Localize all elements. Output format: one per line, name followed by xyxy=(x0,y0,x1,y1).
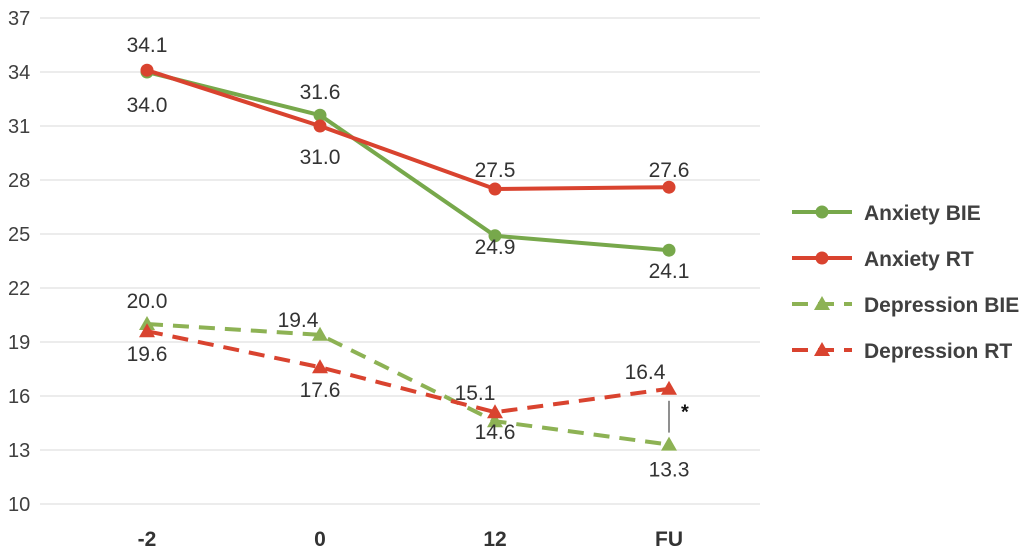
legend-label: Depression BIE xyxy=(864,294,1019,317)
y-tick-label: 31 xyxy=(8,116,30,138)
data-point xyxy=(661,380,677,395)
data-label: 31.6 xyxy=(300,81,341,104)
series-depression-rt xyxy=(139,323,677,419)
gridlines xyxy=(40,17,760,505)
legend-label: Anxiety RT xyxy=(864,248,974,271)
data-point xyxy=(662,243,676,257)
data-point xyxy=(487,413,503,428)
data-label: 27.5 xyxy=(475,159,516,182)
data-point xyxy=(140,63,154,77)
legend-marker xyxy=(815,205,829,219)
data-point xyxy=(139,316,155,330)
data-label: 17.6 xyxy=(300,379,341,402)
legend-item: Anxiety BIE xyxy=(792,202,981,225)
legend-item: Anxiety RT xyxy=(792,248,974,271)
data-label: 34.1 xyxy=(127,34,168,57)
data-point xyxy=(312,326,328,341)
legend-marker xyxy=(815,251,829,265)
data-label: 15.1 xyxy=(455,382,496,405)
significance-label: * xyxy=(681,402,689,424)
x-tick-label: 0 xyxy=(314,528,326,551)
legend-item: Depression RT xyxy=(792,340,1012,363)
data-point xyxy=(312,359,328,374)
series-line xyxy=(146,70,670,253)
data-label: 31.0 xyxy=(300,146,341,169)
data-point xyxy=(661,436,677,451)
data-point xyxy=(488,182,502,196)
x-tick-label: 12 xyxy=(483,528,506,551)
data-point xyxy=(313,108,327,122)
data-label: 19.6 xyxy=(127,343,168,366)
series-line xyxy=(146,322,670,447)
legend: Anxiety BIE Anxiety RT Depression BIE Depre… xyxy=(792,202,1019,363)
y-tick-label: 10 xyxy=(8,494,30,516)
x-tick-label: FU xyxy=(655,528,683,551)
series-line xyxy=(146,68,670,191)
x-tick-label: -2 xyxy=(138,528,157,551)
data-point xyxy=(488,229,502,243)
series-anxiety-rt xyxy=(140,63,676,196)
data-point xyxy=(662,180,676,194)
series-depression-bie xyxy=(139,316,677,451)
legend-marker xyxy=(814,342,830,356)
data-label: 19.4 xyxy=(278,309,319,332)
data-point xyxy=(139,323,155,338)
data-point xyxy=(313,119,327,133)
y-tick-label: 28 xyxy=(8,170,30,192)
y-tick-label: 13 xyxy=(8,440,30,462)
data-label: 16.4 xyxy=(625,361,666,384)
legend-marker xyxy=(814,296,830,310)
data-label: 20.0 xyxy=(127,290,168,313)
data-label: 14.6 xyxy=(475,421,516,444)
y-tick-label: 19 xyxy=(8,332,30,354)
legend-label: Depression RT xyxy=(864,340,1012,363)
y-tick-label: 22 xyxy=(8,278,30,300)
y-tick-label: 16 xyxy=(8,386,30,408)
data-label: 27.6 xyxy=(649,159,690,182)
legend-item: Depression BIE xyxy=(792,294,1019,317)
y-tick-label: 37 xyxy=(8,8,30,30)
legend-label: Anxiety BIE xyxy=(864,202,981,225)
data-label: 24.1 xyxy=(649,260,690,283)
data-label: 13.3 xyxy=(649,459,690,482)
y-tick-label: 34 xyxy=(8,62,30,84)
data-label: 34.0 xyxy=(127,94,168,117)
data-point xyxy=(487,404,503,419)
series-line xyxy=(146,329,670,415)
y-tick-label: 25 xyxy=(8,224,30,246)
data-label: 24.9 xyxy=(475,236,516,259)
